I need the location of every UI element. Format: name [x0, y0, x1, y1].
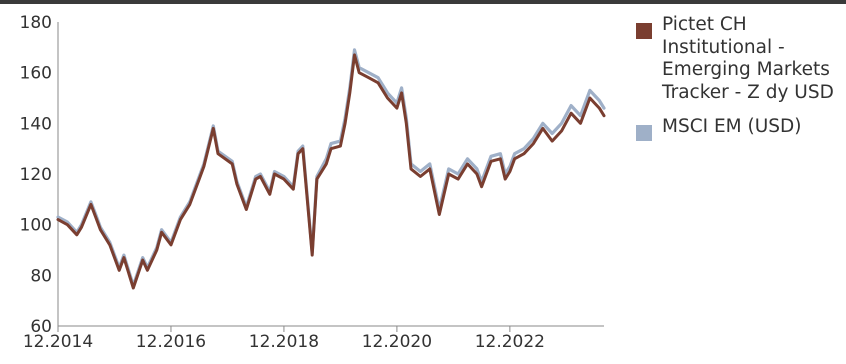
legend-item-msci: MSCI EM (USD) — [636, 116, 846, 141]
y-tick-label: 180 — [20, 13, 52, 33]
y-tick-label: 80 — [30, 266, 52, 286]
x-tick-label: 12.2018 — [249, 332, 319, 352]
chart-tick-labels: 60 80 100 120 140 160 180 12.2014 12.2016 12.2018… — [20, 13, 545, 352]
chart-axes — [57, 22, 604, 332]
y-tick-label: 140 — [20, 114, 52, 134]
y-tick-label: 100 — [20, 216, 52, 236]
top-border-bar — [0, 0, 846, 4]
legend-swatch-msci — [636, 125, 652, 141]
chart-legend: Pictet CH Institutional - Emerging Marke… — [636, 14, 846, 151]
legend-swatch-pictet — [636, 23, 652, 39]
y-tick-label: 60 — [30, 317, 52, 337]
legend-item-pictet: Pictet CH Institutional - Emerging Marke… — [636, 14, 846, 104]
legend-label-pictet: Pictet CH Institutional - Emerging Marke… — [662, 14, 834, 103]
series-line-msci — [56, 48, 606, 288]
legend-label-msci: MSCI EM (USD) — [662, 116, 802, 137]
x-tick-label: 12.2020 — [362, 332, 432, 352]
x-tick-label: 12.2022 — [475, 332, 545, 352]
x-tick-label: 12.2016 — [136, 332, 206, 352]
x-tick-label: 12.2014 — [23, 332, 93, 352]
y-tick-label: 160 — [20, 64, 52, 84]
series-line-pictet — [56, 53, 606, 290]
y-tick-label: 120 — [20, 165, 52, 185]
chart-series — [56, 48, 606, 290]
